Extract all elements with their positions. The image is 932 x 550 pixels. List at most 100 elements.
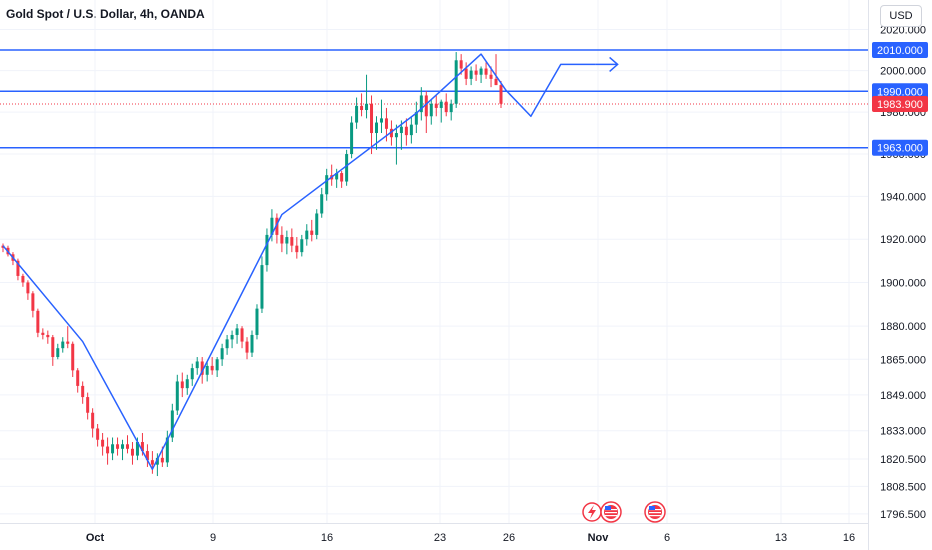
- price-tick-label: 1900.000: [880, 277, 926, 289]
- candle: [315, 209, 319, 240]
- candle: [31, 291, 35, 318]
- candle: [255, 304, 259, 340]
- candle: [300, 234, 304, 257]
- candle-body: [474, 70, 478, 75]
- lightning-icon: [588, 505, 596, 519]
- candle-body: [345, 154, 349, 182]
- candle-body: [36, 310, 40, 333]
- candle-body: [275, 217, 279, 235]
- flag-stripe: [649, 512, 661, 514]
- price-tick-label: 1880.000: [880, 321, 926, 333]
- candle-body: [315, 213, 319, 235]
- candle-body: [469, 70, 473, 79]
- candle-body: [130, 448, 134, 456]
- chart-title: Gold Spot / U.S. Dollar, 4h, OANDA: [6, 7, 205, 21]
- time-tick-label: 16: [843, 532, 855, 544]
- candle-body: [265, 234, 269, 266]
- candle-body: [150, 460, 154, 465]
- candle-body: [185, 379, 189, 389]
- candle: [210, 357, 214, 375]
- time-tick-label: 16: [321, 532, 333, 544]
- candle-body: [484, 68, 488, 75]
- candle-body: [350, 122, 354, 155]
- flag-stripe: [605, 515, 617, 517]
- candle-body: [165, 437, 169, 463]
- time-tick-label: 23: [434, 532, 446, 544]
- candle: [295, 237, 299, 259]
- candle-body: [210, 365, 214, 371]
- candle-body: [384, 118, 388, 129]
- candle: [26, 280, 30, 300]
- candle-body: [310, 230, 314, 235]
- candlestick-series: [1, 52, 503, 477]
- candle-body: [479, 68, 483, 75]
- candle: [335, 168, 339, 188]
- candle-body: [305, 230, 309, 240]
- grid-layer: [0, 0, 868, 523]
- candle-body: [190, 368, 194, 380]
- candle: [195, 357, 199, 375]
- candle-body: [31, 293, 35, 311]
- candle-body: [205, 365, 209, 375]
- time-tick-label: 6: [664, 532, 670, 544]
- candle: [375, 116, 378, 150]
- candle-body: [379, 118, 383, 123]
- candle: [250, 330, 254, 358]
- economic-events: [582, 501, 666, 523]
- candle: [41, 328, 45, 340]
- last-price-tag-bg: [872, 95, 928, 112]
- last-price-tag: 1983.900: [872, 95, 928, 112]
- candle: [424, 91, 428, 134]
- candle-body: [419, 95, 423, 113]
- projection-drawing: [2, 53, 619, 470]
- lightning-event-icon[interactable]: [582, 502, 602, 522]
- candle-body: [61, 341, 65, 349]
- candle-body: [81, 385, 85, 398]
- candle-body: [489, 74, 493, 79]
- candle: [245, 337, 249, 360]
- candle-body: [464, 68, 468, 79]
- projection-arrow-head: [609, 56, 619, 72]
- candle: [355, 97, 359, 129]
- candle-body: [121, 444, 125, 449]
- candle: [260, 256, 264, 314]
- us-flag-icon[interactable]: [644, 501, 666, 523]
- candle: [121, 439, 125, 461]
- horizontal-levels: [0, 49, 868, 149]
- candle-body: [375, 122, 378, 134]
- candle-body: [499, 85, 503, 104]
- currency-button[interactable]: USD: [880, 5, 922, 27]
- candle: [96, 423, 100, 447]
- candle-body: [370, 103, 374, 134]
- candle-body: [260, 265, 264, 309]
- us-flag-icon[interactable]: [600, 501, 622, 523]
- candle: [240, 326, 244, 349]
- candle-body: [135, 442, 139, 456]
- candle-body: [404, 126, 408, 136]
- candle: [290, 228, 294, 253]
- candle-body: [340, 173, 344, 182]
- candle: [350, 116, 354, 159]
- candle-body: [394, 133, 398, 138]
- candle: [404, 118, 408, 146]
- candle-body: [116, 444, 120, 449]
- candle: [429, 99, 433, 125]
- candle-body: [145, 451, 149, 461]
- time-axis: Oct 9 16 23 26 Nov 6 13 16: [86, 532, 855, 544]
- candle: [185, 374, 189, 395]
- candle: [409, 116, 413, 144]
- candle-body: [290, 237, 294, 246]
- candle: [205, 361, 209, 382]
- time-tick-label: 13: [775, 532, 787, 544]
- level-tag: 2010.000: [872, 42, 928, 58]
- candle-body: [414, 112, 418, 125]
- candle: [494, 54, 498, 86]
- candle-body: [255, 308, 259, 335]
- flag-canton: [605, 506, 611, 510]
- candle: [56, 343, 60, 360]
- candle-body: [26, 282, 30, 294]
- candle: [469, 66, 473, 86]
- candle-body: [51, 337, 55, 358]
- candle: [180, 372, 184, 398]
